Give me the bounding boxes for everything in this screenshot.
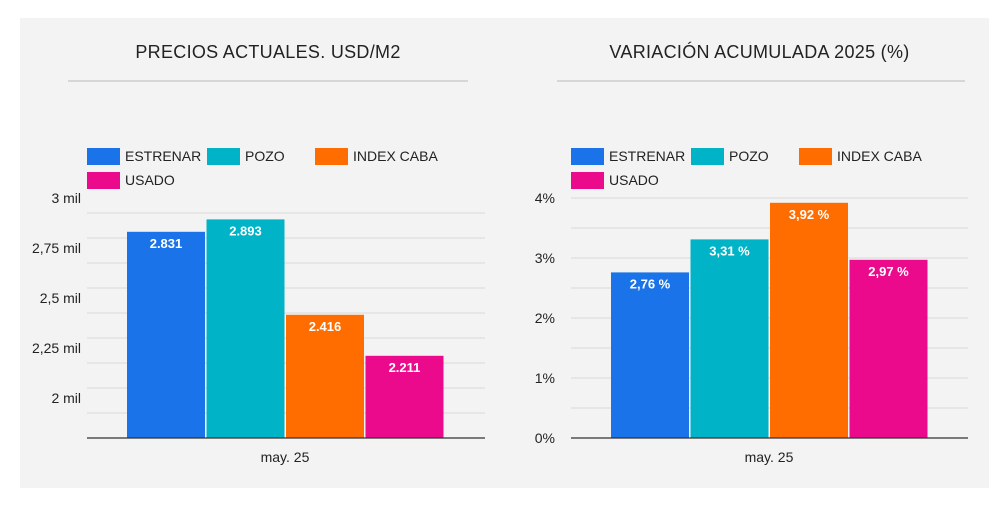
y-tick-label: 3 mil <box>51 190 81 206</box>
chart-title-prices: PRECIOS ACTUALES. USD/M2 <box>135 42 401 62</box>
x-category-label: may. 25 <box>261 449 310 465</box>
y-tick-label: 2,5 mil <box>40 290 81 306</box>
bar-pozo <box>690 239 769 438</box>
y-tick-label: 2 mil <box>51 390 81 406</box>
y-tick-label: 4% <box>535 190 555 206</box>
legend-label-usado: USADO <box>125 172 175 188</box>
bar-index-caba <box>286 314 364 438</box>
legend-swatch-estrenar <box>571 147 604 165</box>
legend-swatch-usado <box>571 171 604 189</box>
y-tick-label: 3% <box>535 250 555 266</box>
legend-label-estrenar: ESTRENAR <box>125 148 202 164</box>
bar-usado <box>849 259 928 438</box>
y-tick-label: 0% <box>535 430 555 446</box>
y-tick-label: 2,25 mil <box>32 340 81 356</box>
bar-pozo <box>206 219 285 438</box>
legend-swatch-index-caba <box>799 147 832 165</box>
legend-label-pozo: POZO <box>245 148 285 164</box>
y-tick-label: 2,75 mil <box>32 240 81 256</box>
legend-item-estrenar: ESTRENAR <box>571 146 685 166</box>
title-divider-left <box>68 80 468 82</box>
y-tick-label: 1% <box>535 370 555 386</box>
legend-swatch-index-caba <box>315 147 348 165</box>
legend-item-pozo: POZO <box>207 146 285 166</box>
legend-item-usado: USADO <box>87 170 175 190</box>
data-label: 2.211 <box>389 360 421 375</box>
data-label: 2.831 <box>150 236 183 251</box>
legend-item-estrenar: ESTRENAR <box>87 146 201 166</box>
bar-index-caba <box>770 202 848 438</box>
bar-estrenar <box>127 231 205 438</box>
data-label: 3,92 % <box>789 207 830 222</box>
legend-label-pozo: POZO <box>729 148 769 164</box>
chart-title-variation: VARIACIÓN ACUMULADA 2025 (%) <box>609 42 910 62</box>
data-label: 2,97 % <box>868 264 909 279</box>
plots-svg: 2 mil 2,25 mil 2,5 mil 2,75 mil 3 mil 2.831 2.… <box>32 190 968 465</box>
legend-item-index-caba: INDEX CABA <box>315 146 438 166</box>
legend-swatch-estrenar <box>87 147 120 165</box>
legend-swatch-pozo <box>691 147 724 165</box>
legend-swatch-pozo <box>207 147 240 165</box>
x-category-label: may. 25 <box>745 449 794 465</box>
data-label: 3,31 % <box>709 243 750 258</box>
legend-swatch-usado <box>87 171 120 189</box>
legend-label-usado: USADO <box>609 172 659 188</box>
chart-canvas: PRECIOS ACTUALES. USD/M2 VARIACIÓN ACUMU… <box>20 18 989 488</box>
legend-item-index-caba: INDEX CABA <box>799 146 922 166</box>
data-label: 2.416 <box>309 319 342 334</box>
legend-item-pozo: POZO <box>691 146 769 166</box>
bar-estrenar <box>611 272 689 438</box>
title-divider-right <box>557 80 965 82</box>
legend-label-estrenar: ESTRENAR <box>609 148 686 164</box>
data-label: 2.893 <box>229 223 262 238</box>
bar-usado <box>365 355 444 438</box>
legend-label-index-caba: INDEX CABA <box>837 148 922 164</box>
legend-item-usado: USADO <box>571 170 659 190</box>
data-label: 2,76 % <box>630 276 671 291</box>
legend-label-index-caba: INDEX CABA <box>353 148 438 164</box>
y-tick-label: 2% <box>535 310 555 326</box>
